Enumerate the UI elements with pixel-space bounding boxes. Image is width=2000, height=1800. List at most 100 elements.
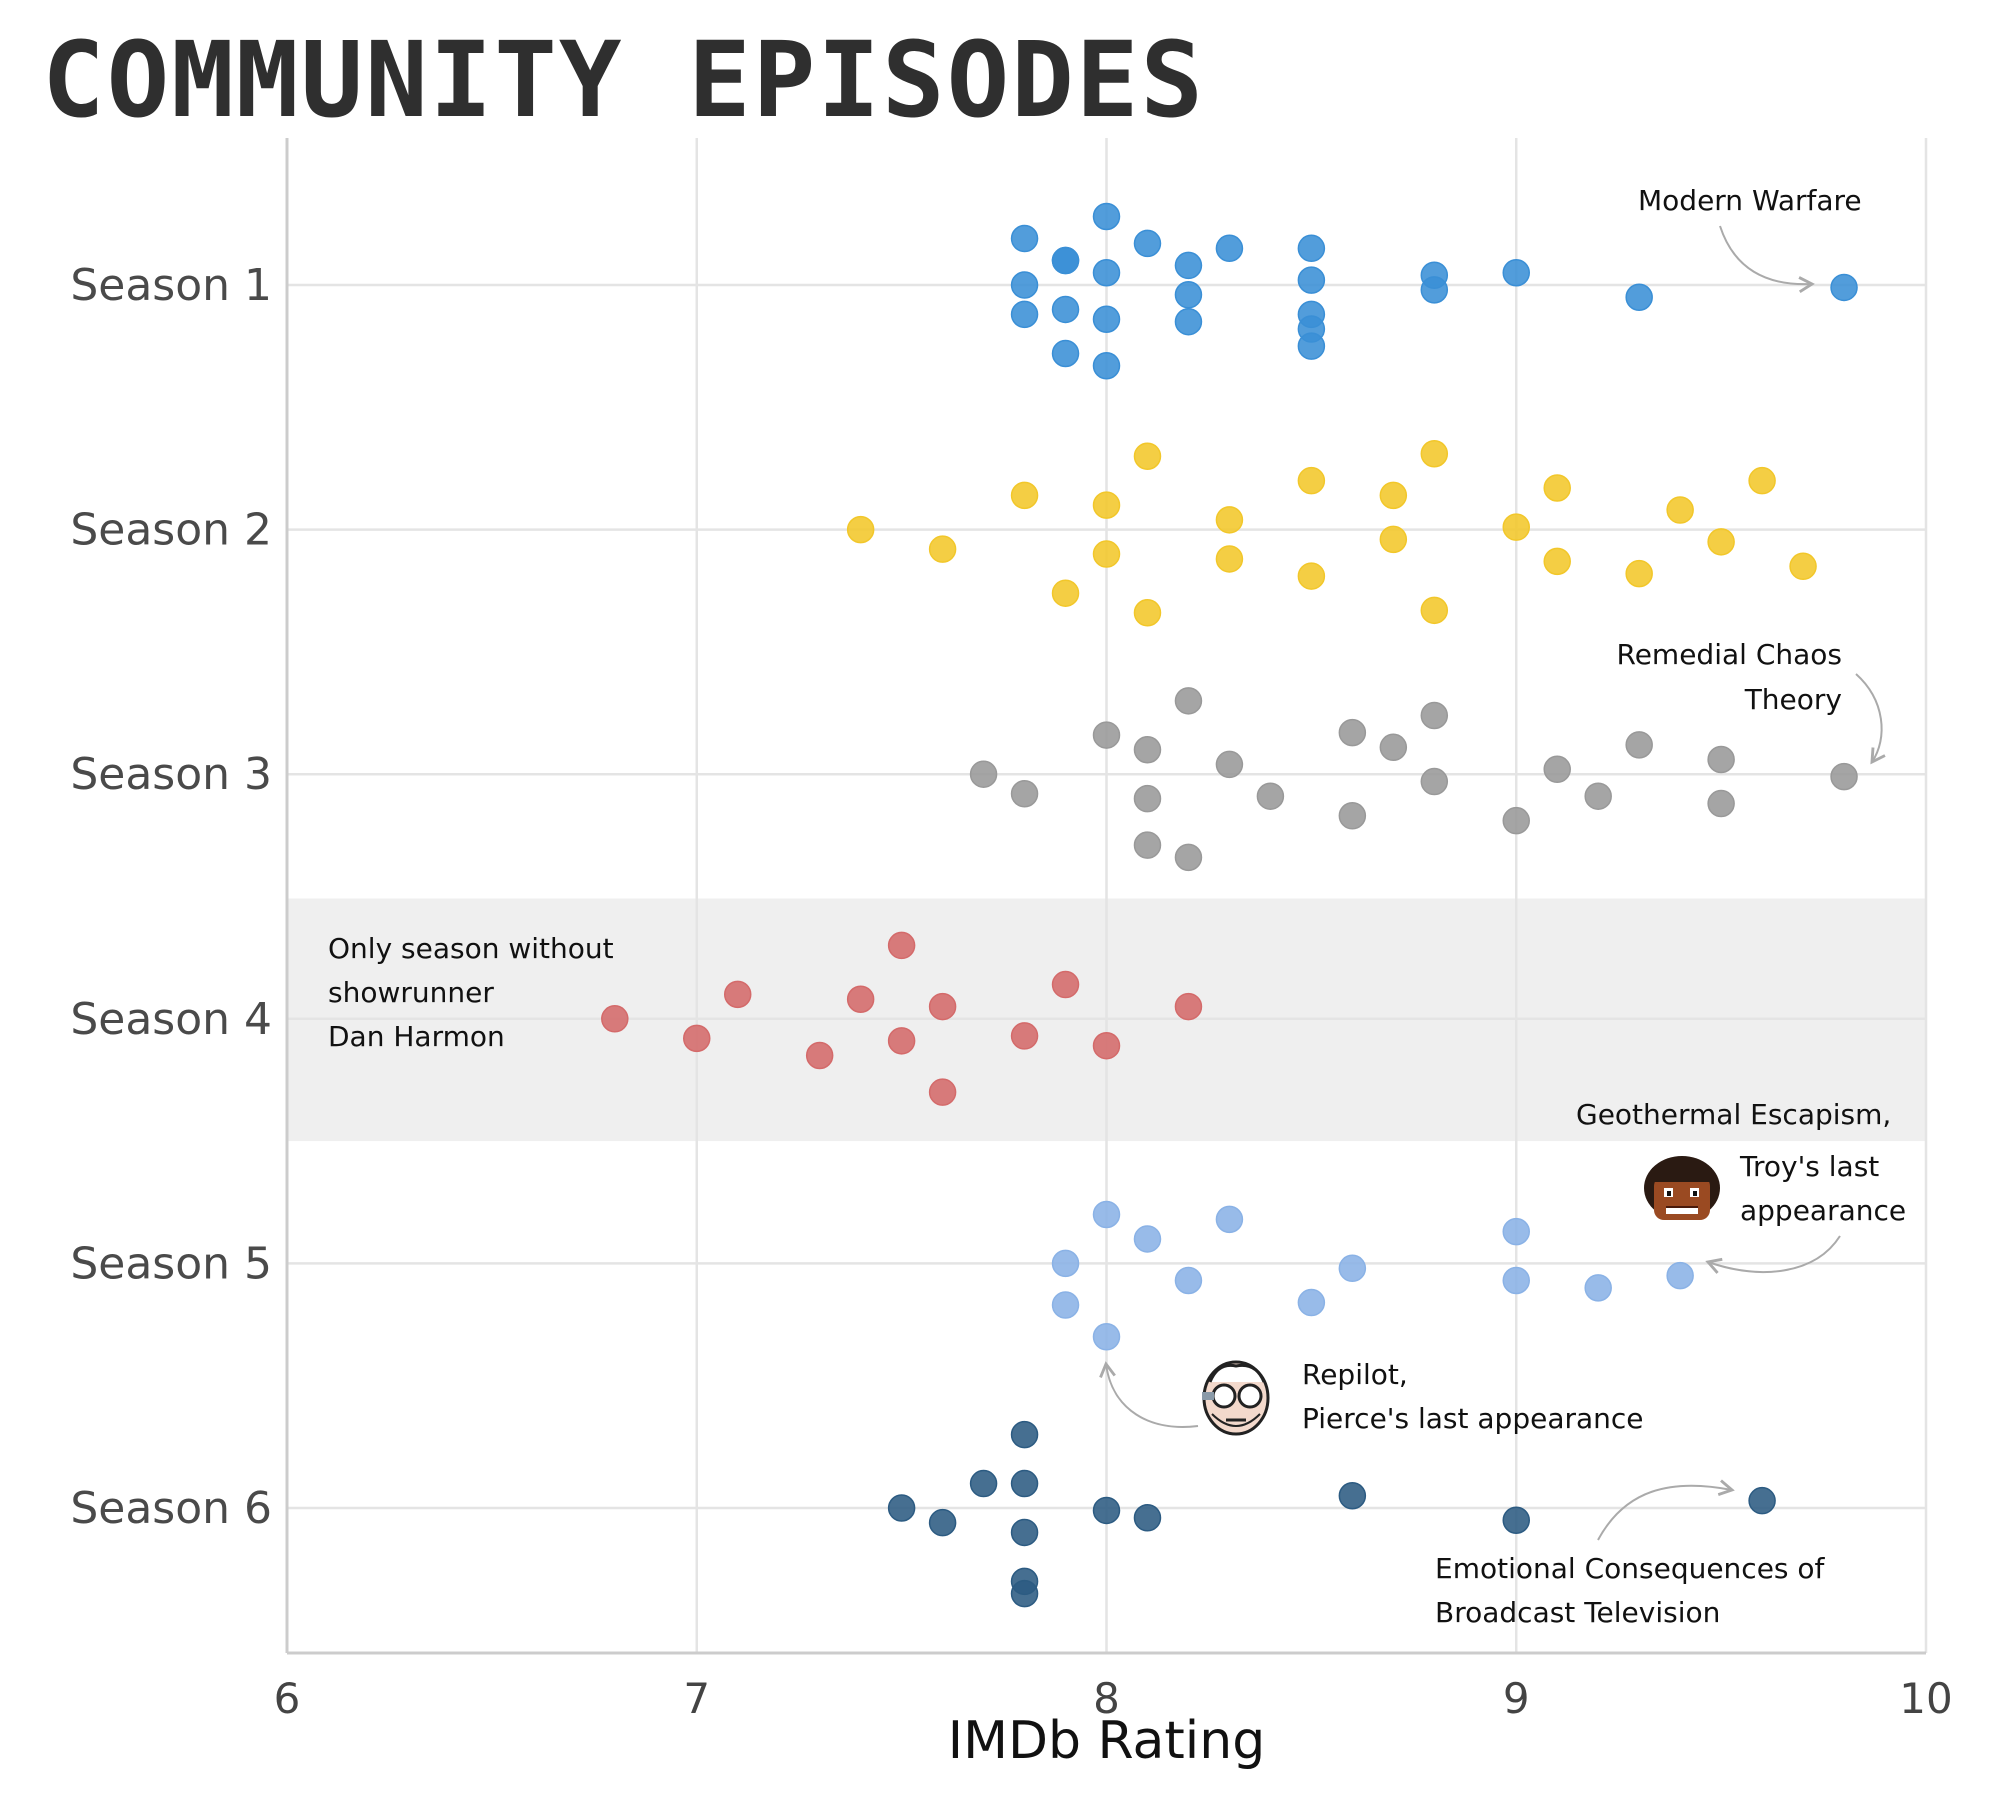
episode-point[interactable]	[1133, 1225, 1162, 1253]
episode-point[interactable]	[1174, 251, 1203, 280]
episode-point[interactable]	[1133, 1504, 1162, 1532]
episode-point[interactable]	[1133, 735, 1162, 764]
episode-point[interactable]	[1297, 234, 1326, 263]
episode-point[interactable]	[1297, 562, 1326, 590]
episode-point[interactable]	[1584, 1274, 1612, 1302]
episode-point[interactable]	[1707, 789, 1735, 818]
episode-point[interactable]	[1707, 745, 1735, 774]
episode-point[interactable]	[1133, 784, 1162, 813]
episode-point[interactable]	[969, 1469, 998, 1498]
episode-point[interactable]	[1051, 970, 1080, 999]
episode-point[interactable]	[1338, 1254, 1367, 1283]
episode-point[interactable]	[1420, 701, 1449, 730]
episode-point[interactable]	[1502, 259, 1530, 287]
episode-point[interactable]	[1379, 525, 1408, 554]
episode-point[interactable]	[1010, 1022, 1039, 1050]
episode-point[interactable]	[1256, 782, 1285, 810]
episode-point[interactable]	[1297, 1288, 1326, 1317]
episode-point[interactable]	[1174, 1266, 1203, 1295]
episode-point[interactable]	[1051, 295, 1080, 324]
episode-point[interactable]	[1584, 782, 1612, 810]
episode-point[interactable]	[1174, 281, 1203, 309]
episode-point[interactable]	[1092, 721, 1121, 749]
episode-point[interactable]	[1215, 1205, 1244, 1234]
episode-point[interactable]	[1830, 762, 1858, 791]
episode-point[interactable]	[1420, 276, 1449, 304]
episode-point[interactable]	[1707, 528, 1735, 556]
episode-point[interactable]	[928, 535, 957, 563]
episode-point[interactable]	[928, 1078, 957, 1106]
episode-point[interactable]	[1051, 1249, 1080, 1278]
episode-point[interactable]	[1420, 440, 1449, 468]
episode-point[interactable]	[1133, 599, 1162, 627]
episode-point[interactable]	[887, 931, 916, 960]
episode-point[interactable]	[1092, 305, 1121, 333]
episode-point[interactable]	[1010, 271, 1039, 299]
episode-point[interactable]	[1092, 351, 1121, 380]
episode-point[interactable]	[1051, 246, 1080, 275]
episode-point[interactable]	[1133, 831, 1162, 859]
episode-point[interactable]	[1092, 1031, 1121, 1060]
episode-point[interactable]	[1092, 1323, 1121, 1351]
episode-point[interactable]	[1420, 767, 1449, 796]
episode-point[interactable]	[1502, 806, 1530, 835]
episode-point[interactable]	[1830, 273, 1858, 302]
episode-point[interactable]	[1010, 780, 1039, 808]
episode-point[interactable]	[1543, 474, 1571, 502]
episode-point[interactable]	[1174, 843, 1203, 872]
episode-point[interactable]	[1215, 545, 1244, 573]
episode-point[interactable]	[1092, 1200, 1121, 1229]
episode-point[interactable]	[1297, 332, 1326, 360]
episode-point[interactable]	[1051, 339, 1080, 368]
episode-point[interactable]	[1010, 300, 1039, 329]
episode-point[interactable]	[1133, 229, 1162, 258]
episode-point[interactable]	[928, 1508, 957, 1537]
episode-point[interactable]	[1010, 1469, 1039, 1498]
episode-point[interactable]	[1010, 1518, 1039, 1547]
episode-point[interactable]	[1215, 234, 1244, 263]
episode-point[interactable]	[1051, 579, 1080, 607]
episode-point[interactable]	[1379, 481, 1408, 510]
episode-point[interactable]	[1010, 1420, 1039, 1449]
episode-point[interactable]	[1625, 731, 1653, 759]
episode-point[interactable]	[805, 1041, 834, 1070]
episode-point[interactable]	[1748, 466, 1776, 495]
episode-point[interactable]	[1010, 1579, 1039, 1608]
episode-point[interactable]	[1666, 1261, 1694, 1290]
episode-point[interactable]	[846, 515, 875, 544]
episode-point[interactable]	[601, 1005, 629, 1033]
episode-point[interactable]	[928, 992, 957, 1021]
episode-point[interactable]	[1174, 992, 1203, 1021]
episode-point[interactable]	[887, 1027, 916, 1055]
episode-point[interactable]	[1051, 1291, 1080, 1319]
episode-point[interactable]	[1789, 552, 1817, 581]
episode-point[interactable]	[1010, 224, 1039, 253]
episode-point[interactable]	[1092, 1496, 1121, 1525]
episode-point[interactable]	[1297, 466, 1326, 495]
episode-point[interactable]	[1092, 491, 1121, 519]
episode-point[interactable]	[969, 760, 998, 788]
episode-point[interactable]	[1625, 283, 1653, 311]
episode-point[interactable]	[846, 985, 875, 1013]
episode-point[interactable]	[683, 1024, 711, 1053]
episode-point[interactable]	[1092, 202, 1121, 231]
episode-point[interactable]	[887, 1494, 916, 1522]
episode-point[interactable]	[1748, 1486, 1776, 1515]
episode-point[interactable]	[1338, 1482, 1367, 1510]
episode-point[interactable]	[1338, 802, 1367, 830]
episode-point[interactable]	[1215, 750, 1244, 779]
episode-point[interactable]	[1543, 755, 1571, 784]
episode-point[interactable]	[1215, 506, 1244, 534]
episode-point[interactable]	[1666, 496, 1694, 524]
episode-point[interactable]	[1420, 596, 1449, 625]
episode-point[interactable]	[1133, 442, 1162, 470]
episode-point[interactable]	[1010, 481, 1039, 510]
episode-point[interactable]	[1502, 1506, 1530, 1534]
episode-point[interactable]	[1502, 1217, 1530, 1246]
episode-point[interactable]	[1174, 687, 1203, 715]
episode-point[interactable]	[723, 980, 752, 1009]
episode-point[interactable]	[1379, 733, 1408, 762]
episode-point[interactable]	[1338, 718, 1367, 747]
episode-point[interactable]	[1092, 259, 1121, 287]
episode-point[interactable]	[1502, 513, 1530, 541]
